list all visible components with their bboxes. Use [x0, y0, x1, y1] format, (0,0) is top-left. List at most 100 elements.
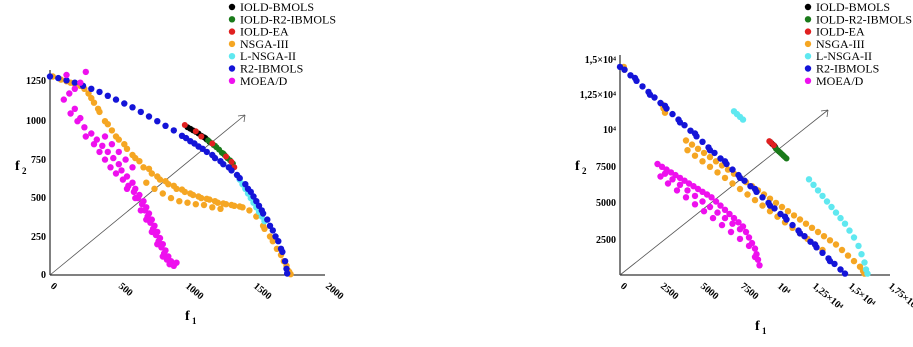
chart2-point-l-nsga-ii — [850, 234, 858, 241]
chart1-diagonal-arrow — [49, 114, 246, 276]
chart2-point-moea-d — [714, 209, 721, 216]
chart1-arrow-head-icon — [237, 114, 246, 123]
chart1-legend-marker — [228, 65, 236, 72]
chart2-point-l-nsga-ii — [855, 242, 862, 250]
chart1-point-r2-ibmols — [145, 113, 153, 120]
chart1-point-r2-ibmols — [264, 216, 271, 223]
chart2-point-nsga-iii — [699, 158, 706, 165]
chart2-point-nsga-iii — [772, 199, 780, 207]
chart2-point-r2-ibmols — [837, 266, 844, 273]
chart1-y-tick-label: 1250 — [26, 76, 46, 87]
chart1-point-moea-d — [77, 79, 84, 86]
chart2-point-moea-d — [708, 194, 715, 201]
chart1-y-tick-label: 250 — [31, 232, 46, 243]
chart1-point-r2-ibmols — [71, 79, 79, 86]
chart2-point-r2-ibmols — [699, 138, 706, 145]
chart1-legend-marker — [228, 28, 236, 35]
chart2-point-moea-d — [729, 220, 736, 227]
chart1-point-nsga-iii — [217, 205, 224, 212]
chart1-point-nsga-iii — [200, 201, 208, 209]
chart2-point-moea-d — [736, 235, 744, 243]
chart1-point-r2-ibmols — [259, 210, 267, 217]
chart2-x-tick-label: 7500 — [738, 281, 760, 302]
chart2-point-r2-ibmols — [639, 83, 646, 90]
chart1-point-r2-ibmols — [233, 171, 241, 179]
chart2-point-nsga-iii — [796, 216, 804, 223]
chart2-point-nsga-iii — [700, 149, 708, 157]
chart2-point-nsga-iii — [744, 191, 751, 198]
chart1-point-r2-ibmols — [137, 108, 144, 116]
chart2-point-nsga-iii — [706, 163, 714, 170]
chart1-point-r2-ibmols — [250, 193, 257, 200]
chart2-point-r2-ibmols — [646, 91, 654, 98]
chart1-legend-label: MOEA/D — [240, 74, 288, 88]
chart1-legend-label: NSGA-III — [240, 37, 289, 51]
chart2-point-nsga-iii — [850, 257, 858, 265]
chart1-point-moea-d — [137, 207, 144, 214]
chart2-x-axis-label: f — [755, 319, 760, 334]
chart1-point-r2-ibmols — [46, 73, 54, 80]
chart1-point-r2-ibmols — [191, 140, 198, 147]
chart1-point-r2-ibmols — [129, 104, 136, 111]
chart2-point-l-nsga-ii — [864, 270, 871, 277]
chart1-point-moea-d — [101, 133, 109, 140]
chart1-x-axis-label: f — [185, 309, 190, 324]
chart1-point-moea-d — [138, 201, 146, 208]
chart2-point-r2-ibmols — [729, 166, 736, 173]
chart1-point-r2-ibmols — [283, 265, 290, 272]
chart1-point-nsga-iii — [88, 94, 95, 102]
chart2-point-moea-d — [745, 242, 753, 250]
chart2-diagonal-arrow — [619, 109, 829, 276]
chart2-point-moea-d — [717, 202, 724, 209]
chart2-point-nsga-iii — [694, 145, 702, 152]
chart2-point-r2-ibmols — [759, 194, 766, 201]
chart1-point-nsga-iii — [129, 151, 136, 159]
chart2-point-r2-ibmols — [721, 158, 729, 165]
chart1-point-r2-ibmols — [225, 164, 232, 171]
chart2-arrow-head-icon — [820, 109, 829, 118]
chart1-point-nsga-iii — [140, 164, 147, 171]
chart1-point-nsga-iii — [154, 173, 161, 180]
chart2-point-moea-d — [691, 201, 699, 208]
chart1-point-moea-d — [71, 105, 79, 113]
chart2-point-moea-d — [730, 214, 738, 222]
chart1-point-nsga-iii — [266, 233, 274, 240]
chart1-point-nsga-iii — [176, 198, 183, 205]
chart2-x-tick-label: 0 — [618, 281, 629, 293]
chart2-y-tick-label: 2500 — [596, 235, 616, 246]
chart1-point-r2-ibmols — [217, 158, 224, 165]
chart2-point-nsga-iii — [691, 152, 699, 159]
chart1-point-nsga-iii — [192, 201, 199, 208]
chart1-point-nsga-iii — [184, 199, 191, 206]
chart1-point-moea-d — [143, 216, 150, 223]
chart2-point-moea-d — [726, 210, 733, 218]
chart1-point-moea-d — [122, 156, 129, 163]
chart1-point-nsga-iii — [261, 225, 268, 232]
chart1-point-r2-ibmols — [96, 88, 103, 96]
chart1-point-moea-d — [66, 90, 73, 97]
chart1-point-moea-d — [107, 164, 114, 171]
chart1-legend-label: R2-IBMOLS — [240, 62, 303, 76]
chart2-point-nsga-iii — [759, 202, 766, 209]
chart2-legend-marker — [804, 53, 812, 60]
chart2-point-moea-d — [736, 226, 744, 233]
chart2-point-moea-d — [735, 219, 742, 226]
chart1-point-moea-d — [159, 253, 166, 260]
chart2-point-r2-ibmols — [811, 241, 819, 248]
chart1-point-moea-d — [112, 170, 120, 177]
chart1-point-nsga-iii — [228, 201, 235, 209]
chart2-point-r2-ibmols — [789, 221, 796, 229]
chart2-legend-label: MOEA/D — [816, 74, 864, 88]
chart1-x-axis-label-sub: 1 — [192, 316, 197, 326]
chart1-point-moea-d — [132, 194, 139, 202]
chart1-y-tick-label: 750 — [31, 155, 46, 166]
chart2-point-moea-d — [657, 173, 664, 180]
chart2-point-nsga-iii — [729, 180, 736, 187]
chart2-point-moea-d — [742, 228, 750, 236]
chart1-point-r2-ibmols — [255, 202, 263, 209]
chart2-legend-label: L-NSGA-II — [816, 49, 872, 63]
chart1-legend-marker — [228, 53, 236, 60]
chart1-point-moea-d — [108, 141, 116, 148]
chart1-point-moea-d — [63, 71, 70, 79]
chart2-point-r2-ibmols — [826, 257, 834, 265]
